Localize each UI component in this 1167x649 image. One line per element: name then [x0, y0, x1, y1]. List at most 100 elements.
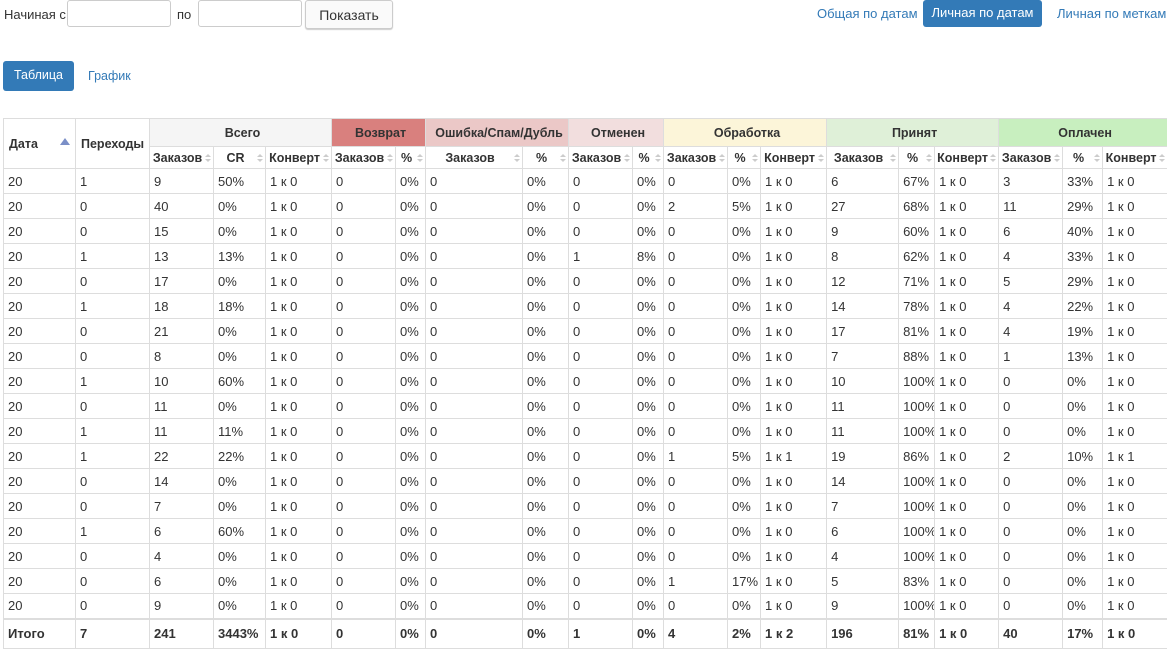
- cell: 0: [569, 544, 633, 569]
- column-header[interactable]: Конверт: [935, 147, 999, 169]
- column-header[interactable]: Конверт: [761, 147, 827, 169]
- view-tab[interactable]: График: [88, 69, 131, 83]
- cell: 20: [4, 369, 76, 394]
- column-header[interactable]: Дата: [4, 119, 76, 169]
- cell: 14: [827, 294, 899, 319]
- cell: 1 к 0: [935, 569, 999, 594]
- cell: 0: [76, 219, 150, 244]
- column-header[interactable]: Заказов: [569, 147, 633, 169]
- cell: 0%: [633, 469, 664, 494]
- cell: 0: [569, 569, 633, 594]
- cell: 0%: [396, 469, 426, 494]
- cell: 20: [4, 469, 76, 494]
- cell: 1 к 0: [1103, 544, 1167, 569]
- cell: 0: [426, 269, 523, 294]
- submit-button[interactable]: Показать: [305, 0, 393, 29]
- cell: 0%: [523, 244, 569, 269]
- column-header[interactable]: CR: [214, 147, 266, 169]
- cell: 1 к 0: [1103, 294, 1167, 319]
- cell: 0: [426, 219, 523, 244]
- cell: 0: [664, 319, 728, 344]
- column-header[interactable]: %: [523, 147, 569, 169]
- cell: 0: [332, 294, 396, 319]
- cell: 0: [664, 294, 728, 319]
- cell: 0%: [633, 269, 664, 294]
- column-header[interactable]: %: [396, 147, 426, 169]
- column-header[interactable]: %: [633, 147, 664, 169]
- cell: 6: [150, 519, 214, 544]
- from-input[interactable]: [67, 0, 171, 27]
- cell: 1: [76, 519, 150, 544]
- column-header[interactable]: %: [1063, 147, 1103, 169]
- cell: 0: [426, 294, 523, 319]
- to-input[interactable]: [198, 0, 302, 27]
- cell: 33%: [1063, 169, 1103, 194]
- cell: 1: [76, 294, 150, 319]
- total-cell: 81%: [899, 619, 935, 649]
- column-header[interactable]: Конверт: [1103, 147, 1167, 169]
- cell: 10: [827, 369, 899, 394]
- cell: 0%: [396, 219, 426, 244]
- cell: 0: [76, 569, 150, 594]
- column-header[interactable]: Конверт: [266, 147, 332, 169]
- report-tab[interactable]: Общая по датам: [817, 6, 918, 21]
- cell: 22%: [214, 444, 266, 469]
- cell: 0: [426, 544, 523, 569]
- report-tab-active[interactable]: Личная по датам: [923, 0, 1042, 27]
- cell: 18: [150, 294, 214, 319]
- total-cell: 1 к 2: [761, 619, 827, 649]
- column-header[interactable]: Заказов: [999, 147, 1063, 169]
- cell: 0%: [396, 494, 426, 519]
- cell: 0: [426, 394, 523, 419]
- cell: 0%: [523, 594, 569, 619]
- cell: 100%: [899, 494, 935, 519]
- cell: 1 к 0: [935, 394, 999, 419]
- cell: 0: [426, 319, 523, 344]
- cell: 1 к 0: [1103, 244, 1167, 269]
- column-header[interactable]: Заказов: [664, 147, 728, 169]
- cell: 0: [426, 344, 523, 369]
- cell: 1 к 0: [935, 544, 999, 569]
- cell: 0%: [1063, 494, 1103, 519]
- cell: 1 к 0: [761, 319, 827, 344]
- column-header[interactable]: Заказов: [150, 147, 214, 169]
- cell: 5%: [728, 444, 761, 469]
- cell: 20: [4, 294, 76, 319]
- cell: 81%: [899, 319, 935, 344]
- cell: 88%: [899, 344, 935, 369]
- cell: 0%: [523, 219, 569, 244]
- cell: 0%: [214, 394, 266, 419]
- cell: 20: [4, 169, 76, 194]
- cell: 71%: [899, 269, 935, 294]
- cell: 1 к 0: [935, 244, 999, 269]
- column-header[interactable]: %: [899, 147, 935, 169]
- view-tab-active[interactable]: Таблица: [3, 61, 74, 91]
- cell: 11: [827, 419, 899, 444]
- cell: 0: [426, 194, 523, 219]
- cell: 0%: [728, 219, 761, 244]
- report-tab[interactable]: Личная по меткам: [1057, 6, 1166, 21]
- cell: 1 к 0: [266, 369, 332, 394]
- total-cell: 0%: [396, 619, 426, 649]
- cell: 1 к 0: [761, 469, 827, 494]
- column-header[interactable]: Заказов: [426, 147, 523, 169]
- cell: 20: [4, 444, 76, 469]
- cell: 18%: [214, 294, 266, 319]
- total-cell: 1 к 0: [935, 619, 999, 649]
- cell: 6: [827, 169, 899, 194]
- cell: 2: [999, 444, 1063, 469]
- cell: 0%: [523, 194, 569, 219]
- cell: 0: [569, 444, 633, 469]
- column-header[interactable]: Заказов: [332, 147, 396, 169]
- cell: 1 к 0: [1103, 594, 1167, 619]
- column-header[interactable]: Переходы: [76, 119, 150, 169]
- column-header[interactable]: Заказов: [827, 147, 899, 169]
- from-label: Начиная с: [4, 7, 66, 22]
- cell: 1 к 0: [935, 594, 999, 619]
- cell: 1 к 0: [761, 369, 827, 394]
- column-header[interactable]: %: [728, 147, 761, 169]
